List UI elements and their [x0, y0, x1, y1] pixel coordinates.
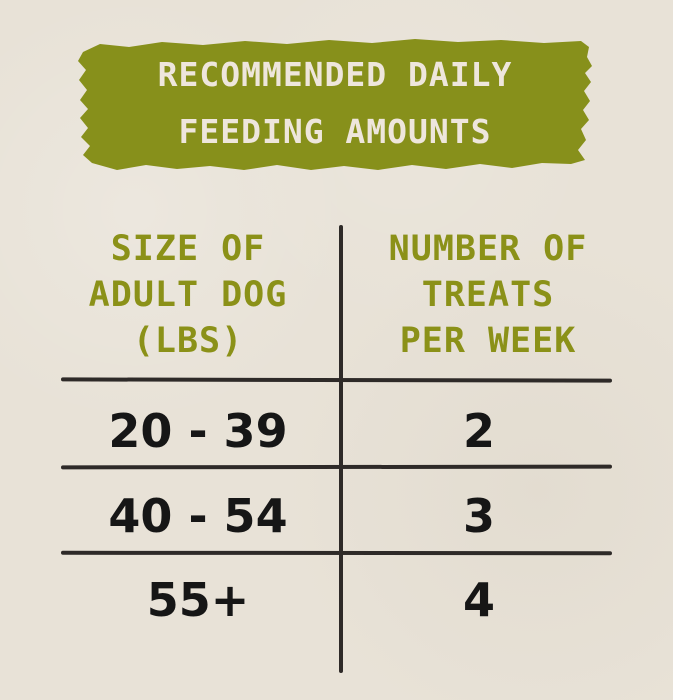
dog-size-cell: 20 - 39: [108, 404, 288, 458]
left-header-line-2: ADULT DOG: [88, 275, 288, 315]
treat-count-cell: 4: [462, 573, 495, 627]
right-column-header: NUMBER OF TREATS PER WEEK: [352, 231, 624, 369]
right-header-line-1: NUMBER OF: [388, 229, 588, 269]
header-divider: [60, 377, 613, 383]
banner-title-line-1: RECOMMENDED DAILY: [157, 55, 513, 94]
dog-size-cell: 55+: [146, 573, 250, 627]
left-header-line-1: SIZE OF: [110, 229, 266, 269]
banner-title-line-2: FEEDING AMOUNTS: [178, 112, 492, 151]
left-header-line-3: (LBS): [132, 321, 244, 361]
treat-count-cell: 2: [462, 404, 495, 458]
row-divider-2: [60, 550, 613, 556]
treat-count-cell: 3: [462, 489, 495, 543]
banner-shape: [78, 39, 592, 170]
right-header-line-3: PER WEEK: [399, 321, 577, 361]
title-banner: RECOMMENDED DAILY FEEDING AMOUNTS: [74, 34, 596, 173]
dog-size-cell: 40 - 54: [108, 489, 288, 543]
vertical-divider: [339, 225, 343, 673]
right-header-line-2: TREATS: [421, 275, 555, 315]
left-column-header: SIZE OF ADULT DOG (LBS): [82, 231, 294, 369]
row-divider-1: [60, 464, 613, 470]
